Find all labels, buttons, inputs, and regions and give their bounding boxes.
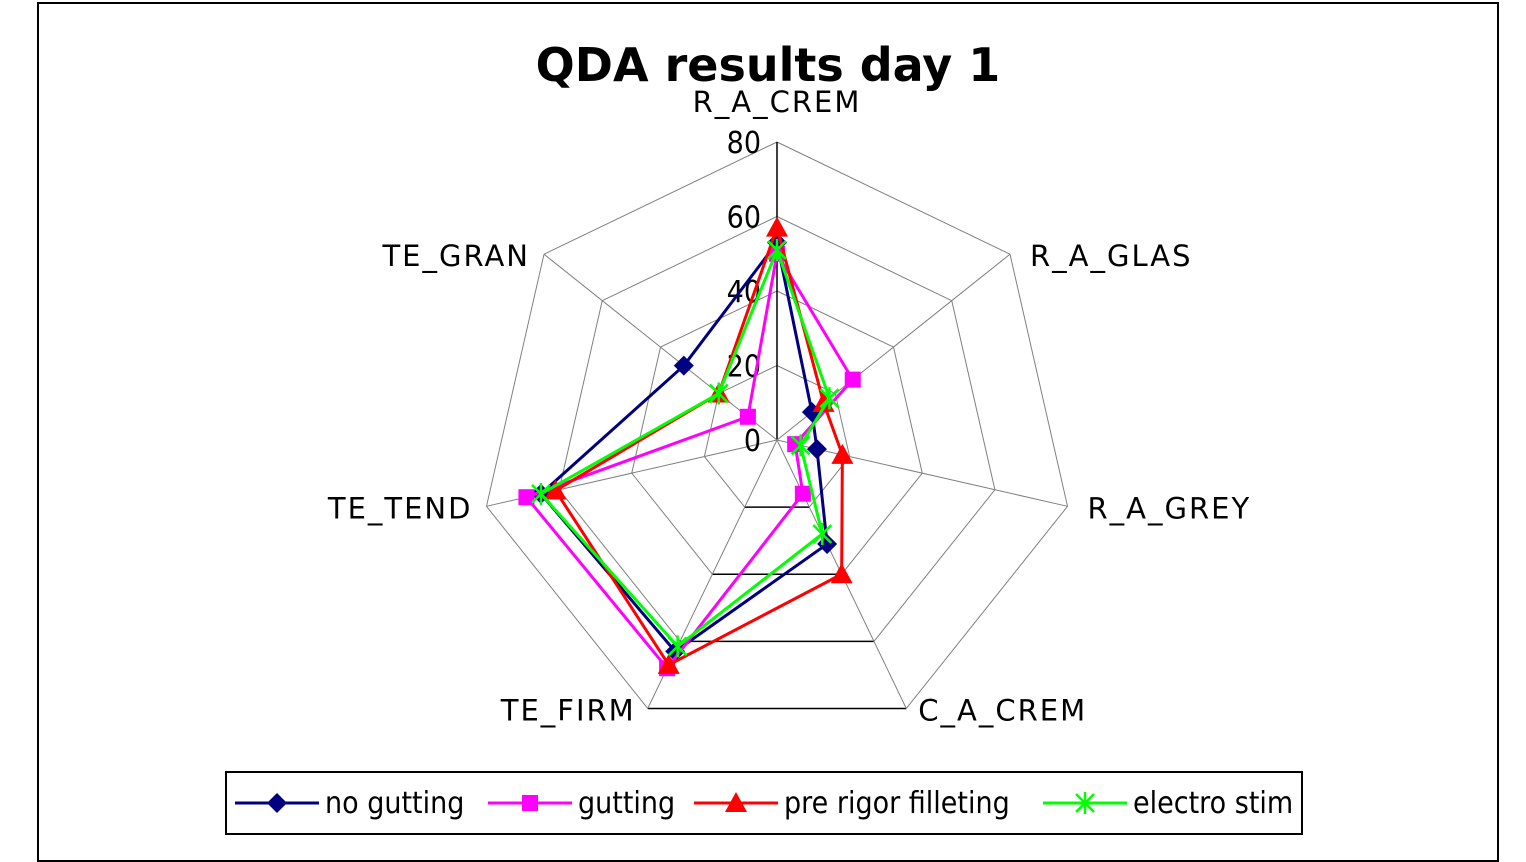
grid-ring-20 (834, 393, 851, 457)
grid-ring-60 (558, 489, 681, 642)
data-point-star (812, 522, 833, 545)
axis-spoke (776, 439, 1068, 507)
data-point-diamond (806, 439, 827, 460)
legend-item: electro stim (1042, 785, 1311, 821)
data-point-triangle (657, 653, 680, 674)
legend: no gutting gutting pre rigor filleting elec… (225, 771, 1303, 835)
legend-item: gutting (487, 785, 686, 821)
triangle-marker-icon (724, 792, 747, 812)
tick-label: 80 (727, 126, 761, 161)
legend-label: electro stim (1132, 785, 1293, 821)
series-line-1 (524, 252, 855, 670)
tick-label: 60 (727, 201, 761, 236)
grid-ring-60 (873, 489, 996, 642)
data-point-square (518, 489, 535, 506)
axis-label-te-tend: TE_TEND (327, 491, 473, 525)
grid-ring-80 (1009, 254, 1069, 507)
legend-swatch-triangle (693, 792, 778, 812)
grid-ring-40 (631, 346, 661, 474)
grid-ring-80 (486, 505, 649, 709)
grid-ring-60 (602, 216, 778, 302)
legend-item: pre rigor filleting (693, 785, 1035, 821)
grid-ring-60 (558, 300, 603, 490)
grid-ring-80 (543, 141, 778, 255)
grid-ring-80 (776, 141, 1011, 255)
data-point-square (794, 485, 811, 502)
grid-ring-40 (893, 346, 923, 474)
data-point-diamond (665, 641, 686, 662)
series-line-0 (539, 241, 829, 653)
data-point-triangle (830, 563, 853, 584)
data-point-square (844, 371, 861, 388)
chart-title: QDA results day 1 (535, 38, 1001, 92)
legend-item: no gutting (235, 786, 480, 821)
data-point-star (767, 239, 787, 262)
legend-swatch-diamond (235, 793, 319, 813)
data-point-star (790, 434, 811, 457)
diamond-marker-icon (267, 793, 287, 813)
legend-swatch-square (487, 795, 572, 811)
legend-label: pre rigor filleting (783, 785, 1010, 821)
grid-ring-20 (703, 456, 746, 508)
axis-label-r-a-glas: R_A_GLAS (1030, 239, 1193, 273)
grid-ring-60 (776, 216, 952, 302)
series-line-3 (539, 248, 831, 648)
data-point-star (667, 635, 688, 658)
axis-label-te-firm: TE_FIRM (500, 693, 636, 727)
grid-ring-40 (841, 472, 923, 575)
tick-label: 0 (744, 424, 761, 459)
data-point-triangle (831, 443, 854, 464)
data-point-diamond (673, 355, 694, 376)
star-marker-icon (1074, 792, 1095, 814)
square-marker-icon (521, 795, 538, 811)
data-point-square (739, 408, 756, 425)
grid-ring-40 (631, 472, 713, 575)
grid-ring-20 (703, 393, 720, 457)
legend-label: gutting (577, 785, 676, 821)
grid-ring-20 (718, 365, 778, 395)
data-point-triangle (766, 216, 788, 237)
axis-spoke (543, 253, 778, 441)
legend-label: no gutting (325, 785, 465, 821)
data-point-star (708, 382, 729, 405)
grid-ring-80 (905, 505, 1068, 709)
axis-label-c-a-crem: C_A_CREM (918, 693, 1087, 727)
data-point-star (819, 387, 840, 410)
axis-label-r-a-grey: R_A_GREY (1088, 491, 1252, 525)
axis-label-te-gran: TE_GRAN (381, 239, 530, 273)
axis-label-r-a-crem: R_A_CREM (693, 85, 862, 119)
grid-ring-80 (485, 254, 545, 507)
legend-swatch-star (1042, 792, 1127, 814)
data-point-triangle (544, 479, 567, 500)
data-point-star (531, 482, 551, 505)
grid-ring-60 (951, 300, 996, 490)
